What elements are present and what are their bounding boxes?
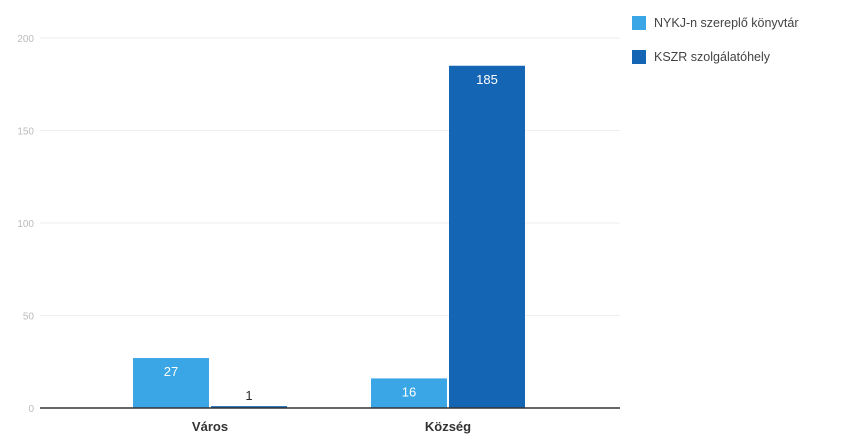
y-tick-label: 0 <box>28 404 34 415</box>
legend-item-kszr: KSZR szolgálatóhely <box>632 46 799 68</box>
data-label: 27 <box>164 364 178 379</box>
data-label: 1 <box>245 388 252 403</box>
legend-label-nyk: NYKJ-n szereplő könyvtár <box>654 16 799 30</box>
y-tick-label: 100 <box>17 219 34 230</box>
bar <box>449 65 525 408</box>
legend-swatch-kszr <box>632 50 646 64</box>
bar <box>211 406 287 408</box>
legend-item-nyk: NYKJ-n szereplő könyvtár <box>632 12 799 34</box>
legend-label-kszr: KSZR szolgálatóhely <box>654 50 771 64</box>
legend: NYKJ-n szereplő könyvtár KSZR szolgálató… <box>632 12 799 80</box>
bar <box>371 378 447 408</box>
x-tick-label: Község <box>425 419 471 434</box>
y-tick-label: 200 <box>17 34 34 45</box>
data-label: 185 <box>476 72 498 87</box>
legend-swatch-nyk <box>632 16 646 30</box>
y-tick-label: 50 <box>23 312 35 323</box>
data-label: 16 <box>402 384 416 399</box>
y-tick-label: 150 <box>17 127 34 138</box>
x-tick-label: Város <box>192 419 228 434</box>
bar <box>133 358 209 408</box>
